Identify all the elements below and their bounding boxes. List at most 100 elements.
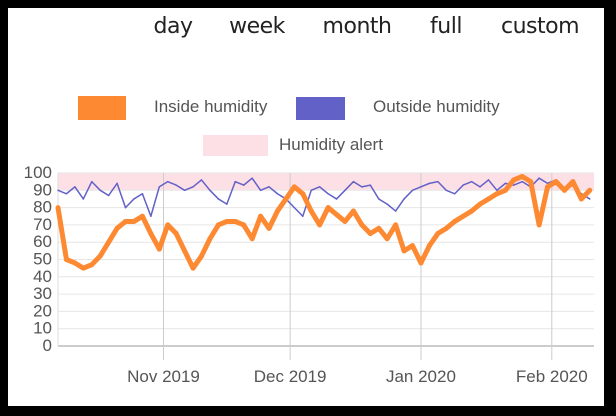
- outside-humidity-point: [453, 193, 456, 195]
- inside-humidity-point: [266, 225, 272, 231]
- inside-humidity-point: [350, 208, 356, 214]
- inside-humidity-point: [224, 218, 230, 224]
- inside-humidity-point: [114, 225, 120, 231]
- legend-swatch-alert[interactable]: [203, 135, 268, 156]
- inside-humidity-point: [156, 246, 162, 252]
- inside-humidity-point: [418, 260, 424, 266]
- x-tick-label: Feb 2020: [516, 367, 588, 386]
- outside-humidity-point: [107, 194, 110, 197]
- x-tick-label: Nov 2019: [127, 367, 200, 386]
- outside-humidity-point: [496, 189, 498, 192]
- outside-humidity-point: [437, 180, 439, 183]
- outside-humidity-point: [209, 189, 211, 192]
- inside-humidity-point: [80, 265, 86, 271]
- inside-humidity-point: [274, 208, 280, 214]
- legend-swatch-outside[interactable]: [296, 97, 345, 120]
- inside-humidity-point: [72, 260, 78, 266]
- x-tick-label: Jan 2020: [386, 367, 456, 386]
- inside-humidity-point: [89, 262, 95, 268]
- outside-humidity-point: [327, 193, 329, 195]
- outside-humidity-point: [158, 186, 161, 188]
- inside-humidity-point: [232, 218, 238, 224]
- inside-humidity-point: [494, 191, 500, 197]
- inside-humidity-point: [139, 213, 145, 219]
- y-tick-label: 60: [33, 232, 52, 251]
- legend-label-alert[interactable]: Humidity alert: [279, 135, 383, 154]
- inside-humidity-point: [443, 225, 449, 231]
- inside-humidity-point: [452, 218, 458, 224]
- outside-humidity-point: [344, 189, 346, 192]
- inside-humidity-point: [123, 218, 129, 224]
- outside-humidity-point: [82, 198, 85, 200]
- outside-humidity-point: [116, 182, 118, 185]
- inside-humidity-point: [241, 222, 247, 228]
- inside-humidity-point: [511, 177, 517, 183]
- y-tick-label: 10: [33, 319, 52, 338]
- outside-humidity-point: [268, 186, 270, 188]
- outside-humidity-point: [99, 189, 101, 192]
- inside-humidity-point: [367, 231, 373, 237]
- outside-humidity-point: [251, 177, 253, 179]
- inside-humidity-point: [587, 187, 593, 193]
- inside-humidity-point: [249, 236, 255, 242]
- inside-humidity-point: [342, 218, 348, 224]
- inside-humidity-point: [283, 196, 289, 202]
- y-tick-label: 0: [43, 336, 52, 355]
- outside-humidity-point: [141, 193, 144, 195]
- inside-humidity-point: [426, 243, 432, 249]
- inside-humidity-point: [561, 187, 567, 193]
- inside-humidity-point: [485, 196, 491, 202]
- inside-humidity-point: [317, 222, 323, 228]
- outside-humidity-point: [217, 198, 220, 200]
- y-tick-label: 70: [33, 215, 52, 234]
- inside-humidity-point: [519, 173, 525, 179]
- outside-humidity-point: [318, 186, 321, 188]
- outside-humidity-point: [513, 184, 515, 186]
- inside-humidity-point: [198, 253, 204, 259]
- outside-humidity-point: [462, 184, 464, 186]
- outside-humidity-point: [259, 189, 262, 192]
- outside-humidity-point: [487, 179, 490, 181]
- legend-label-inside[interactable]: Inside humidity: [154, 97, 268, 116]
- range-month-button[interactable]: month: [322, 14, 392, 39]
- inside-humidity-point: [258, 213, 264, 219]
- outside-humidity-point: [470, 180, 473, 183]
- inside-humidity-point: [182, 248, 188, 254]
- outside-humidity-point: [183, 189, 186, 192]
- outside-humidity-point: [445, 189, 448, 192]
- range-custom-button[interactable]: custom: [500, 14, 580, 39]
- outside-humidity-point: [175, 184, 177, 186]
- inside-humidity-point: [131, 218, 137, 224]
- outside-humidity-point: [302, 215, 304, 217]
- range-week-button[interactable]: week: [229, 14, 285, 39]
- outside-humidity-point: [226, 203, 228, 205]
- outside-humidity-point: [124, 206, 127, 209]
- inside-humidity-point: [401, 248, 407, 254]
- x-tick-label: Dec 2019: [254, 367, 327, 386]
- outside-humidity-point: [352, 180, 355, 183]
- y-tick-label: 100: [24, 163, 52, 182]
- inside-humidity-point: [359, 222, 365, 228]
- outside-humidity-point: [378, 198, 380, 200]
- outside-humidity-point: [310, 189, 312, 192]
- range-full-button[interactable]: full: [430, 14, 462, 39]
- inside-humidity-point: [165, 222, 171, 228]
- outside-humidity-point: [538, 177, 540, 179]
- inside-humidity-point: [300, 191, 306, 197]
- legend-swatch-inside[interactable]: [78, 96, 126, 120]
- outside-humidity-point: [479, 186, 481, 188]
- outside-humidity-point: [192, 186, 194, 188]
- inside-humidity-point: [528, 179, 534, 185]
- inside-humidity-point: [106, 239, 112, 245]
- inside-humidity-point: [553, 179, 559, 185]
- inside-humidity-point: [578, 196, 584, 202]
- range-day-button[interactable]: day: [153, 14, 193, 39]
- inside-humidity-point: [435, 231, 441, 237]
- outside-humidity-point: [150, 215, 152, 217]
- outside-humidity-point: [166, 180, 169, 183]
- outside-humidity-point: [369, 184, 372, 186]
- inside-humidity-point: [376, 225, 382, 231]
- legend-label-outside[interactable]: Outside humidity: [373, 97, 500, 116]
